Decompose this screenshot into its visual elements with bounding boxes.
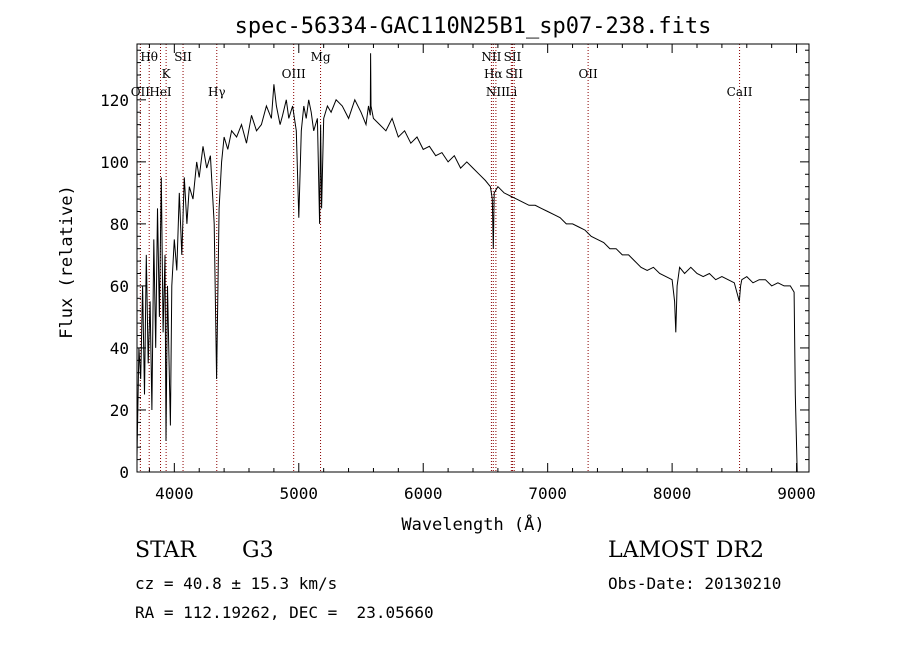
- line-label: K: [162, 67, 172, 81]
- y-axis-ticks: 0 20 40 60 80 100 120: [100, 49, 809, 482]
- line-label: Mg: [311, 50, 331, 64]
- y-tick-label: 60: [110, 277, 129, 296]
- chart-title: spec-56334-GAC110N25B1_sp07-238.fits: [235, 14, 712, 39]
- plot-frame: [136, 43, 810, 473]
- line-label: CaII: [727, 85, 753, 99]
- spectrum-line: [136, 53, 798, 473]
- line-label: Hγ: [208, 85, 226, 99]
- observation-date: Obs-Date: 20130210: [608, 574, 782, 593]
- line-label: NII: [481, 50, 501, 64]
- x-tick-label: 7000: [528, 484, 567, 503]
- line-label: Hα: [484, 67, 503, 81]
- y-axis-label: Flux (relative): [57, 185, 77, 339]
- y-tick-label: 40: [110, 339, 129, 358]
- y-tick-label: 100: [100, 153, 129, 172]
- x-tick-label: 9000: [777, 484, 816, 503]
- line-label: SII: [504, 50, 522, 64]
- x-axis-label: Wavelength (Å): [401, 513, 544, 535]
- x-tick-label: 4000: [155, 484, 194, 503]
- coordinates: RA = 112.19262, DEC = 23.05660: [135, 603, 434, 622]
- line-label: NII: [486, 85, 506, 99]
- y-tick-label: 80: [110, 215, 129, 234]
- object-subclass: G3: [242, 538, 274, 563]
- y-tick-label: 120: [100, 91, 129, 110]
- spectral-line-markers: [139, 44, 741, 472]
- y-tick-label: 0: [119, 463, 129, 482]
- object-class: STAR: [135, 538, 196, 563]
- survey-name: LAMOST DR2: [608, 538, 764, 563]
- line-label: SII: [174, 50, 192, 64]
- line-label: Li: [505, 85, 517, 99]
- y-tick-label: 20: [110, 401, 129, 420]
- x-tick-label: 6000: [404, 484, 443, 503]
- line-label: OII: [131, 85, 151, 99]
- line-label: OII: [578, 67, 598, 81]
- line-label: OIII: [282, 67, 306, 81]
- x-axis-ticks: 4000 5000 6000 7000 8000 9000: [148, 44, 816, 503]
- x-tick-label: 5000: [280, 484, 319, 503]
- line-label: SII: [505, 67, 523, 81]
- line-label: Hθ: [140, 50, 158, 64]
- line-label: HeI: [149, 85, 172, 99]
- x-tick-label: 8000: [653, 484, 692, 503]
- redshift-cz: cz = 40.8 ± 15.3 km/s: [135, 574, 338, 593]
